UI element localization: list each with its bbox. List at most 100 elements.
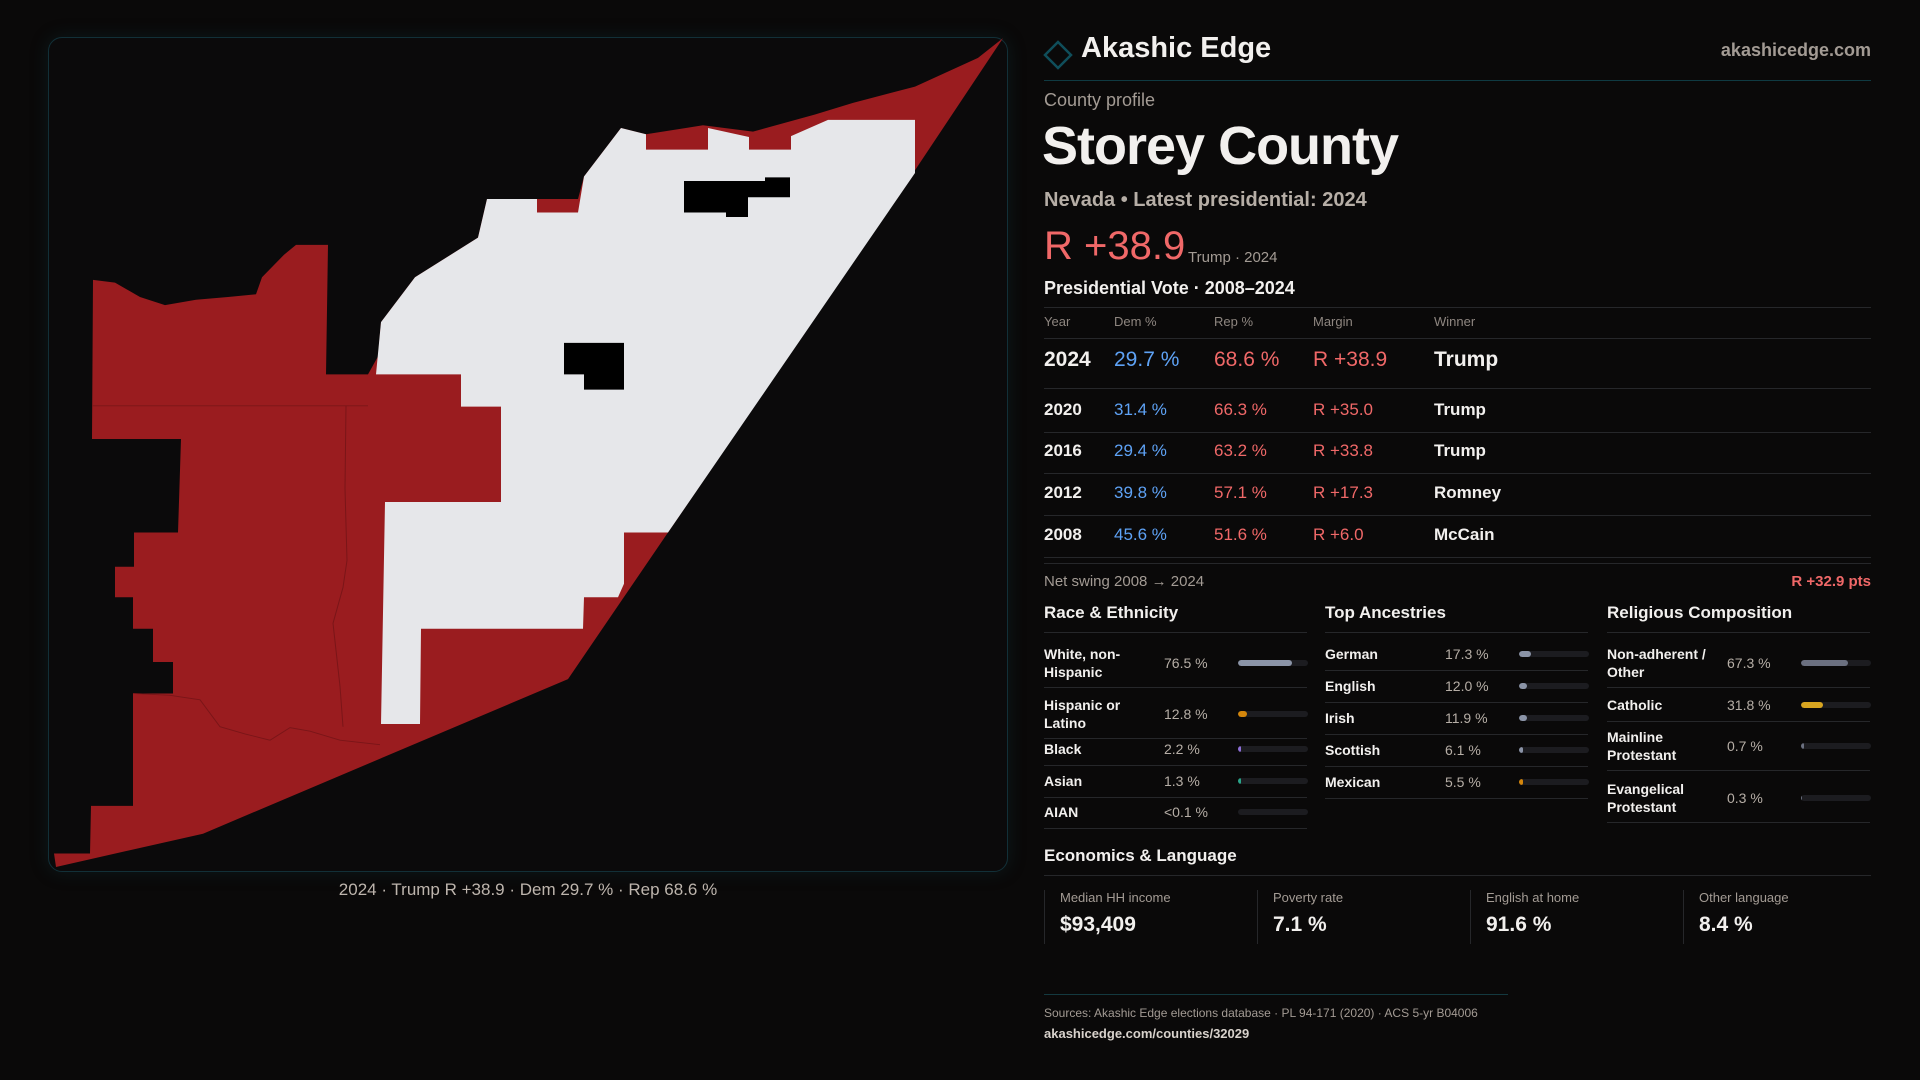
vote-cell-winner: McCain — [1434, 525, 1495, 544]
sources-text: Sources: Akashic Edge elections database… — [1044, 1006, 1478, 1020]
map-hole — [684, 177, 790, 217]
bar-fill — [1519, 779, 1523, 785]
race-item-value: 1.3 % — [1164, 773, 1200, 789]
divider — [1044, 338, 1871, 339]
logo-diamond-icon — [1043, 40, 1073, 70]
divider — [1044, 738, 1307, 739]
vote-cell-year: 2020 — [1044, 400, 1082, 419]
ancestry-item-bar — [1519, 747, 1589, 753]
divider — [1044, 828, 1307, 829]
vote-cell-dem: 45.6 % — [1114, 525, 1167, 544]
stat-card: Median HH income $93,409 — [1044, 890, 1257, 944]
stat-value: $93,409 — [1060, 913, 1136, 936]
net-swing-value: R +32.9 pts — [1791, 573, 1871, 590]
religion-item-label: Mainline Protestant — [1607, 729, 1677, 763]
race-title: Race & Ethnicity — [1044, 603, 1179, 622]
race-item-bar — [1238, 746, 1308, 752]
race-item-value: 76.5 % — [1164, 655, 1208, 671]
headline-margin-note: Trump · 2024 — [1188, 249, 1278, 266]
votes-title: Presidential Vote · 2008–2024 — [1044, 278, 1295, 298]
column-header: Winner — [1434, 314, 1476, 329]
map-precinct-border — [132, 693, 381, 746]
map-precinct-border — [332, 405, 348, 727]
vote-cell-winner: Romney — [1434, 483, 1502, 502]
divider — [1044, 687, 1307, 688]
headline-margin: R +38.9 — [1044, 224, 1186, 268]
table-row-divider — [1044, 557, 1871, 558]
ancestry-item-bar — [1519, 651, 1589, 657]
table-row-divider — [1044, 388, 1871, 389]
divider — [1044, 765, 1307, 766]
divider — [1325, 766, 1588, 767]
vote-cell-margin: R +17.3 — [1313, 483, 1374, 502]
vote-cell-margin: R +38.9 — [1313, 348, 1388, 371]
vote-cell-year: 2016 — [1044, 441, 1082, 460]
race-item-label: Black — [1044, 741, 1082, 757]
stat-label: Median HH income — [1060, 890, 1171, 905]
divider — [1607, 822, 1870, 823]
bar-fill — [1519, 683, 1528, 689]
vote-cell-margin: R +33.8 — [1313, 441, 1374, 460]
race-item-bar — [1238, 809, 1308, 815]
ancestry-item-value: 5.5 % — [1445, 774, 1481, 790]
ancestry-item-value: 11.9 % — [1445, 710, 1488, 726]
column-header: Year — [1044, 314, 1071, 329]
race-item-label: White, non-Hispanic — [1044, 646, 1121, 680]
race-item-label: Hispanic or Latino — [1044, 697, 1121, 731]
religion-item-bar — [1801, 660, 1871, 666]
vote-cell-rep: 68.6 % — [1214, 348, 1280, 371]
divider — [1325, 632, 1588, 633]
map-caption: 2024 · Trump R +38.9 · Dem 29.7 % · Rep … — [338, 880, 718, 899]
stat-value: 8.4 % — [1699, 913, 1753, 936]
divider — [1044, 307, 1871, 308]
footer-divider — [1044, 994, 1508, 995]
divider — [1325, 670, 1588, 671]
divider — [1607, 721, 1870, 722]
vote-cell-winner: Trump — [1434, 348, 1499, 371]
stat-card: English at home 91.6 % — [1470, 890, 1683, 944]
vote-cell-rep: 63.2 % — [1214, 441, 1267, 460]
divider — [1044, 875, 1871, 876]
religion-item-bar — [1801, 702, 1871, 708]
ancestry-item-label: German — [1325, 646, 1378, 662]
table-row-divider — [1044, 432, 1871, 433]
net-swing-label: Net swing 2008 → 2024 — [1044, 573, 1205, 590]
divider — [1607, 770, 1870, 771]
vote-cell-year: 2012 — [1044, 483, 1082, 502]
divider — [1325, 798, 1588, 799]
divider — [1607, 632, 1870, 633]
vote-cell-winner: Trump — [1434, 400, 1486, 419]
race-item-bar — [1238, 660, 1308, 666]
ancestry-item-bar — [1519, 779, 1589, 785]
vote-cell-dem: 31.4 % — [1114, 400, 1167, 419]
vote-cell-year: 2008 — [1044, 525, 1082, 544]
ancestry-item-bar — [1519, 683, 1589, 689]
bar-fill — [1801, 743, 1804, 749]
religion-item-value: 31.8 % — [1727, 697, 1771, 713]
bar-fill — [1519, 651, 1532, 657]
stat-value: 7.1 % — [1273, 913, 1327, 936]
vote-cell-year: 2024 — [1044, 348, 1091, 371]
religion-item-value: 67.3 % — [1727, 655, 1771, 671]
religion-item-label: Evangelical Protestant — [1607, 781, 1685, 815]
race-item-value: 2.2 % — [1164, 741, 1200, 757]
bar-fill — [1801, 660, 1849, 666]
ancestry-title: Top Ancestries — [1325, 603, 1446, 622]
bar-fill — [1519, 715, 1528, 721]
county-url[interactable]: akashicedge.com/counties/32029 — [1044, 1026, 1250, 1041]
race-item-value: 12.8 % — [1164, 706, 1208, 722]
site-link[interactable]: akashicedge.com — [1720, 40, 1871, 60]
religion-item-label: Non-adherent / Other — [1607, 646, 1706, 680]
race-item-bar — [1238, 778, 1308, 784]
vote-cell-winner: Trump — [1434, 441, 1486, 460]
vote-cell-dem: 29.7 % — [1114, 348, 1180, 371]
map-region-no-data[interactable] — [376, 119, 915, 725]
stat-label: English at home — [1486, 890, 1580, 905]
divider — [1044, 797, 1307, 798]
religion-item-bar — [1801, 743, 1871, 749]
brand-name: Akashic Edge — [1081, 32, 1272, 64]
profile-kicker: County profile — [1044, 90, 1156, 110]
map-hole — [564, 342, 624, 390]
stat-value: 91.6 % — [1486, 913, 1552, 936]
